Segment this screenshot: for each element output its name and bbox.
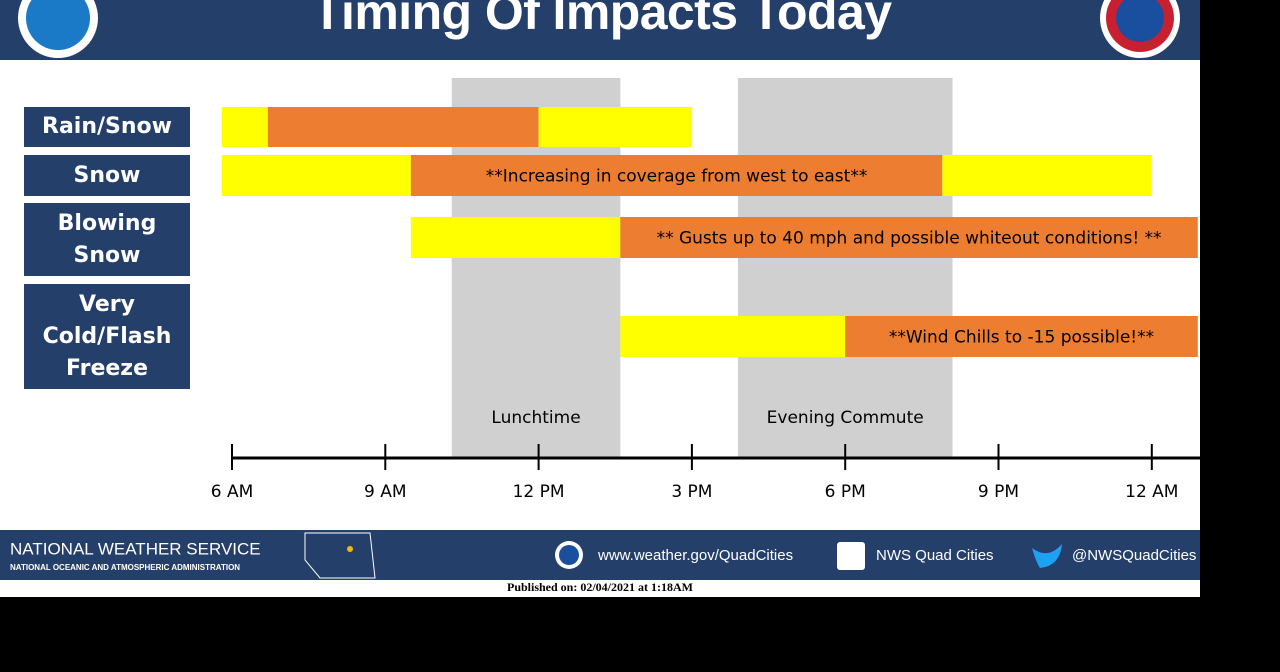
row-label: Very Cold/Flash Freeze — [24, 284, 190, 389]
segment-label: ** Gusts up to 40 mph and possible white… — [657, 229, 1162, 249]
x-tick-label: 12 AM — [1125, 482, 1178, 502]
footer-website: www.weather.gov/QuadCities — [597, 547, 793, 564]
office-dot — [347, 546, 353, 552]
time-segment — [410, 155, 943, 196]
time-segment — [221, 155, 411, 196]
x-tick-label: 6 PM — [825, 482, 866, 502]
published: Published on: 02/04/2021 at 1:18AM — [507, 580, 693, 594]
footer-facebook: NWS Quad Cities — [876, 547, 994, 564]
footer-subagency: NATIONAL OCEANIC AND ATMOSPHERIC ADMINIS… — [10, 563, 240, 572]
time-segment — [942, 155, 1152, 196]
period-label: Evening Commute — [767, 408, 924, 428]
row-label-text: Blowing Snow — [57, 210, 157, 268]
footer-agency: NATIONAL WEATHER SERVICE — [10, 539, 261, 558]
row-label-text: Snow — [73, 162, 141, 188]
web-icon-inner — [559, 545, 579, 565]
title: Timing Of Impacts Today — [312, 0, 892, 40]
header-band — [0, 0, 1200, 60]
row-label: Snow — [24, 155, 190, 196]
time-segment — [410, 217, 621, 258]
noaa-logo-inner — [26, 0, 90, 50]
facebook-icon — [837, 542, 865, 570]
x-tick-label: 3 PM — [671, 482, 712, 502]
nws-logo-inner — [1116, 0, 1164, 42]
time-segment — [620, 316, 846, 357]
footer-twitter: @NWSQuadCities — [1072, 547, 1196, 564]
footer-band — [0, 530, 1200, 580]
time-segment — [267, 107, 539, 147]
time-segment — [221, 107, 268, 147]
row-label-text: Rain/Snow — [42, 114, 172, 139]
x-tick-label: 12 PM — [513, 482, 565, 502]
period-shade — [737, 78, 953, 458]
chart: Lunchtime Evening Commute **Increasing in … — [211, 78, 1200, 502]
twitter-icon — [1032, 544, 1062, 568]
x-tick-label: 9 AM — [364, 482, 407, 502]
row-label: Blowing Snow — [24, 203, 190, 276]
time-segment — [845, 316, 1198, 357]
segment-label: **Increasing in coverage from west to ea… — [486, 167, 868, 187]
x-tick-label: 9 PM — [978, 482, 1019, 502]
row-label-text: Very Cold/Flash Freeze — [42, 291, 172, 381]
period-label: Lunchtime — [491, 408, 580, 428]
row-label: Rain/Snow — [24, 107, 190, 147]
time-segment — [538, 107, 692, 147]
x-tick-label: 6 AM — [211, 482, 254, 502]
map-outline — [304, 532, 376, 579]
time-segment — [620, 217, 1198, 258]
segment-label: **Wind Chills to -15 possible!** — [889, 328, 1154, 348]
